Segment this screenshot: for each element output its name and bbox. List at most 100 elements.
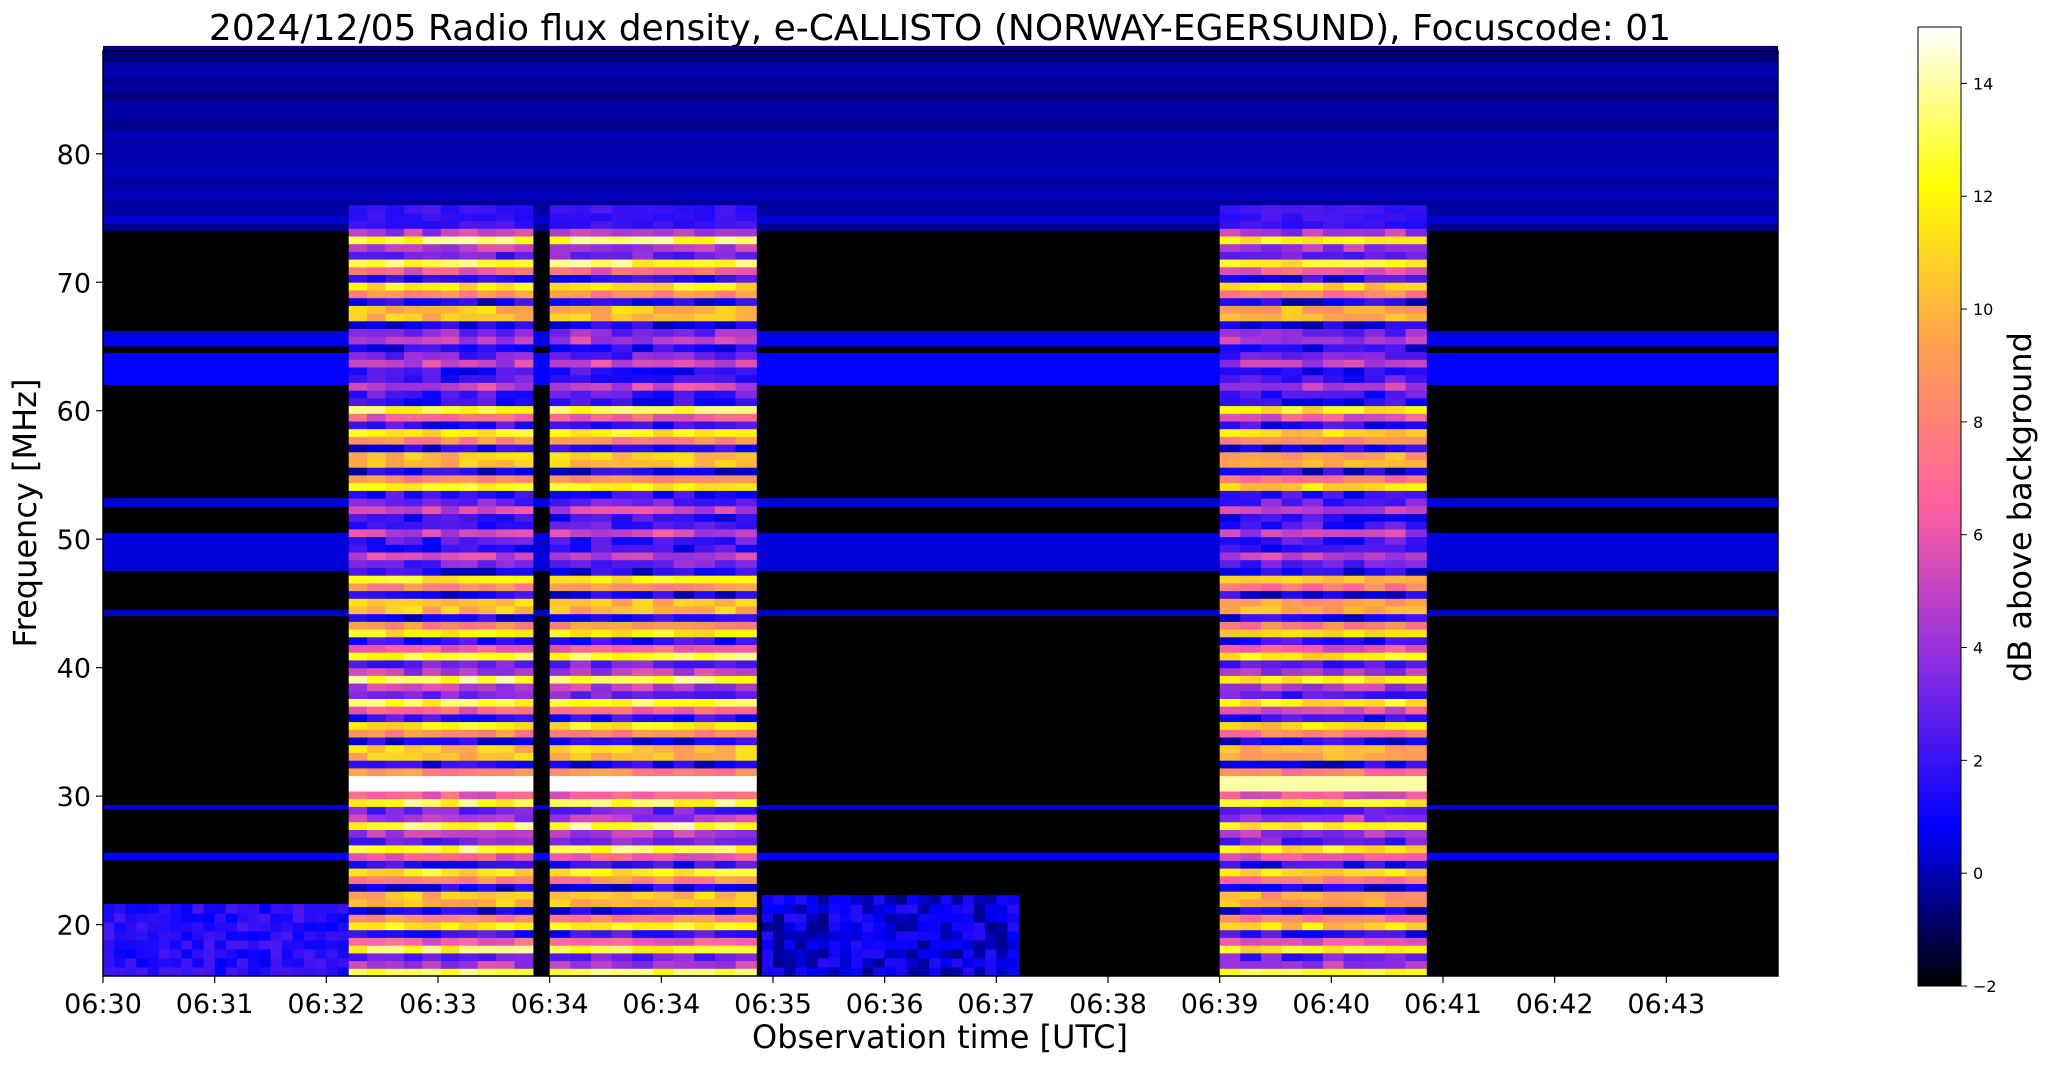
spectrogram-cell [385, 837, 405, 846]
spectrogram-cell [735, 667, 757, 676]
spectrogram-cell [103, 122, 1778, 132]
spectrogram-cell [570, 598, 592, 607]
spectrogram-cell [496, 837, 515, 846]
spectrogram-cell [570, 945, 592, 954]
x-tick-label: 06:40 [1292, 989, 1370, 1020]
spectrogram-cell [653, 698, 675, 707]
spectrogram-cell [403, 945, 423, 954]
spectrogram-cell [951, 913, 964, 923]
spectrogram-cell [1384, 729, 1407, 738]
spectrogram-cell [694, 629, 716, 638]
spectrogram-cell [385, 575, 405, 584]
colorbar-tick-label: 0 [1973, 864, 1983, 883]
spectrogram-cell [632, 721, 654, 730]
spectrogram-cell [1281, 467, 1303, 476]
spectrogram-cell [673, 968, 695, 977]
spectrogram-cell [477, 351, 497, 360]
spectrogram-cell [673, 351, 695, 360]
spectrogram-cell [611, 513, 633, 522]
spectrogram-cell [348, 236, 368, 245]
spectrogram-cell [1219, 390, 1241, 399]
spectrogram-cell [653, 690, 675, 699]
spectrogram-cell [996, 922, 1008, 932]
spectrogram-cell [1405, 536, 1427, 545]
spectrogram-cell [591, 906, 613, 915]
spectrogram-cell [422, 783, 442, 792]
spectrogram-cell [348, 343, 368, 353]
spectrogram-cell [1364, 929, 1386, 938]
spectrogram-cell [549, 390, 571, 399]
spectrogram-cell [1240, 552, 1262, 561]
spectrogram-cell [1343, 683, 1365, 692]
spectrogram-cell [514, 290, 534, 299]
spectrogram-cell [367, 660, 386, 669]
spectrogram-cell [632, 374, 654, 383]
spectrogram-cell [1219, 428, 1241, 437]
spectrogram-cell [1240, 636, 1262, 645]
spectrogram-cell [440, 575, 460, 584]
spectrogram-cell [348, 744, 368, 753]
spectrogram-cell [673, 374, 695, 383]
spectrogram-cell [1240, 898, 1262, 908]
spectrogram-cell [632, 821, 654, 830]
spectrogram-cell [673, 706, 695, 715]
spectrogram-cell [440, 498, 460, 507]
spectrogram-cell [477, 752, 497, 761]
spectrogram-cell [1240, 567, 1262, 576]
spectrogram-cell [348, 775, 368, 784]
spectrogram-cell [1384, 821, 1407, 830]
spectrogram-cell [385, 968, 405, 977]
spectrogram-cell [348, 421, 368, 430]
spectrogram-cell [514, 814, 534, 823]
spectrogram-cell [348, 667, 368, 676]
spectrogram-cell [1384, 259, 1407, 268]
spectrogram-cell [591, 806, 613, 815]
spectrogram-cell [735, 898, 757, 908]
spectrogram-cell [1302, 212, 1324, 222]
spectrogram-cell [549, 343, 571, 353]
spectrogram-cell [385, 236, 405, 245]
spectrogram-cell [1384, 320, 1407, 329]
spectrogram-cell [714, 721, 737, 730]
spectrogram-cell [1261, 320, 1283, 329]
spectrogram-cell [549, 259, 571, 268]
spectrogram-cell [549, 313, 571, 322]
spectrogram-cell [611, 482, 633, 491]
spectrogram-cell [591, 898, 613, 908]
spectrogram-cell [632, 444, 654, 453]
spectrogram-cell [181, 958, 193, 968]
spectrogram-cell [440, 968, 460, 977]
spectrogram-cell [248, 949, 260, 959]
spectrogram-cell [304, 958, 316, 968]
spectrogram-cell [192, 913, 204, 923]
spectrogram-cell [459, 937, 479, 946]
spectrogram-cell [367, 359, 386, 368]
spectrogram-cell [1219, 706, 1241, 715]
spectrogram-cell [422, 660, 442, 669]
spectrogram-cell [1302, 683, 1324, 692]
spectrogram-cell [1384, 737, 1407, 746]
spectrogram-cell [422, 251, 442, 260]
spectrogram-cell [259, 922, 271, 932]
spectrogram-cell [367, 274, 386, 283]
spectrogram-cell [459, 490, 479, 499]
spectrogram-cell [653, 929, 675, 938]
spectrogram-cell [1364, 397, 1386, 407]
spectrogram-cell [1302, 898, 1324, 908]
spectrogram-cell [673, 683, 695, 692]
spectrogram-cell [591, 336, 613, 345]
spectrogram-cell [1281, 575, 1303, 584]
spectrogram-cell [1261, 629, 1283, 638]
spectrogram-cell [653, 767, 675, 777]
spectrogram-cell [611, 737, 633, 746]
spectrogram-cell [907, 940, 919, 950]
spectrogram-cell [459, 891, 479, 900]
spectrogram-cell [385, 228, 405, 237]
spectrogram-cell [694, 606, 716, 615]
spectrogram-cell [1302, 228, 1324, 237]
spectrogram-cell [1261, 744, 1283, 753]
spectrogram-cell [477, 621, 497, 630]
spectrogram-cell [1261, 467, 1283, 476]
spectrogram-cell [385, 629, 405, 638]
spectrogram-cell [1240, 305, 1262, 314]
